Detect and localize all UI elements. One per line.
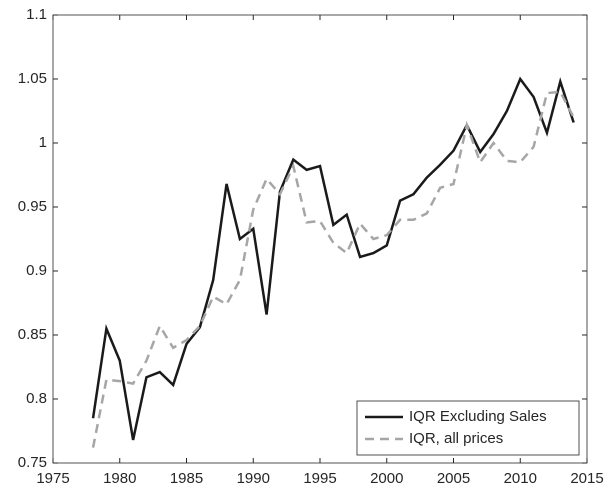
x-tick-label: 2005 (437, 470, 470, 487)
x-tick-label: 1985 (170, 470, 203, 487)
x-tick-label: 1975 (36, 470, 69, 487)
series-line (91, 90, 575, 448)
x-tick-label: 2015 (570, 470, 603, 487)
legend-label: IQR Excluding Sales (409, 408, 547, 425)
y-tick-label: 1.1 (26, 6, 47, 23)
y-tick-label: 0.8 (26, 390, 47, 407)
x-tick-label: 2010 (504, 470, 537, 487)
x-tick-label: 1995 (303, 470, 336, 487)
series-line (91, 76, 575, 441)
x-tick-label: 2000 (370, 470, 403, 487)
y-tick-label: 0.95 (18, 198, 47, 215)
y-tick-label: 0.75 (18, 454, 47, 471)
y-tick-label: 1.05 (18, 70, 47, 87)
x-tick-label: 1980 (103, 470, 136, 487)
x-tick-label: 1990 (237, 470, 270, 487)
plot-frame (52, 14, 588, 464)
y-tick-label: 1 (39, 134, 47, 151)
legend-box (356, 400, 580, 456)
y-tick-label: 0.85 (18, 326, 47, 343)
legend-label: IQR, all prices (409, 430, 503, 447)
y-tick-label: 0.9 (26, 262, 47, 279)
